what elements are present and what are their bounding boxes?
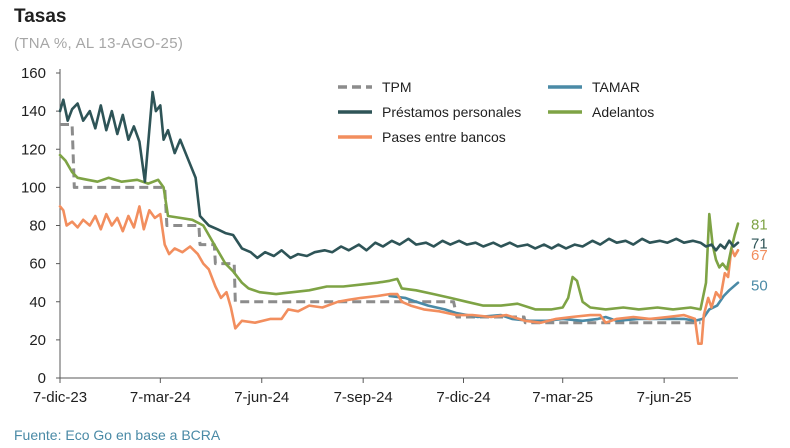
legend: TPM TAMAR Préstamos personales Adelantos Pas…	[338, 79, 654, 145]
series-line-pr-stamos-personales	[58, 90, 740, 260]
y-tick-label: 160	[21, 65, 46, 82]
series-lines	[58, 90, 740, 345]
y-tick-label: 60	[29, 256, 46, 273]
end-value-label: 71	[751, 236, 768, 253]
series-line-adelantos	[58, 153, 740, 311]
x-tick-label: 7-jun-24	[234, 389, 289, 406]
y-axis: 0 20 40 60 80 100 120 140 160	[21, 65, 61, 387]
y-tick-label: 40	[29, 294, 46, 311]
chart-title: Tasas	[14, 6, 67, 27]
legend-label: Adelantos	[592, 104, 654, 120]
series-line-tamar	[388, 281, 740, 323]
x-tick-label: 7-dic-24	[436, 389, 490, 406]
y-tick-label: 120	[21, 141, 46, 158]
series-line-pases-entre-bancos	[58, 205, 740, 345]
y-tick-label: 140	[21, 103, 46, 120]
source-note: Fuente: Eco Go en base a BCRA	[14, 427, 221, 443]
legend-label: TAMAR	[592, 79, 640, 95]
x-tick-label: 7-jun-25	[637, 389, 692, 406]
chart-subtitle: (TNA %, AL 13-AGO-25)	[14, 35, 184, 52]
y-tick-label: 100	[21, 179, 46, 196]
end-value-label: 81	[751, 217, 768, 234]
y-tick-label: 20	[29, 332, 46, 349]
x-tick-label: 7-mar-25	[532, 389, 593, 406]
end-value-label: 50	[751, 278, 768, 295]
x-tick-label: 7-dic-23	[33, 389, 87, 406]
x-tick-label: 7-sep-24	[334, 389, 393, 406]
legend-label: Pases entre bancos	[382, 129, 506, 145]
y-tick-label: 0	[38, 370, 46, 387]
legend-label: TPM	[382, 79, 412, 95]
legend-label: Préstamos personales	[382, 104, 521, 120]
x-tick-label: 7-mar-24	[130, 389, 191, 406]
y-tick-label: 80	[29, 218, 46, 235]
end-value-label: 67	[751, 247, 768, 264]
series-line-tpm	[60, 123, 701, 325]
x-axis: 7-dic-23 7-mar-24 7-jun-24 7-sep-24 7-dic-24…	[33, 377, 738, 406]
